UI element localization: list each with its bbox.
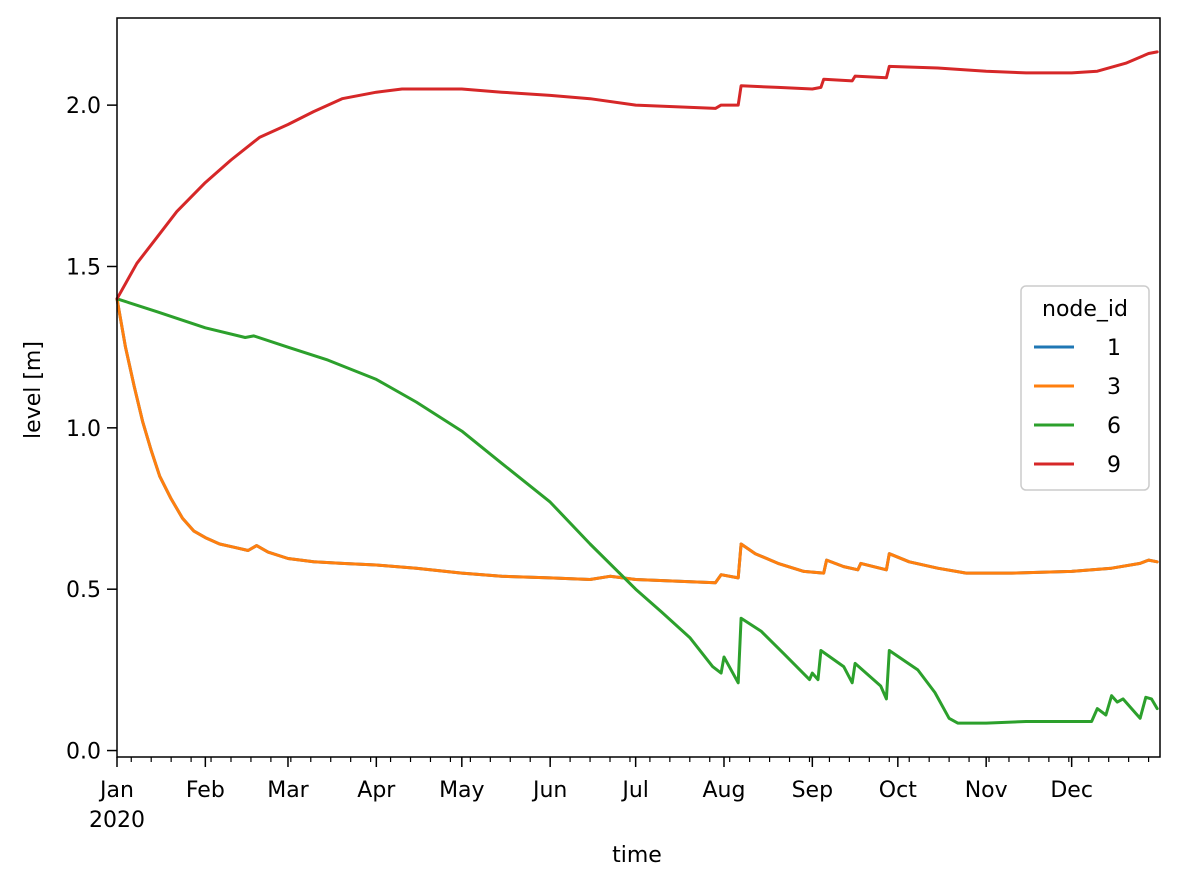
x-tick-label: Jun: [531, 778, 567, 803]
x-tick-label: Sep: [792, 778, 833, 803]
y-tick-label: 0.5: [66, 578, 101, 603]
legend: node_id 1 3 6 9: [1020, 285, 1150, 491]
x-tick-label: Nov: [965, 778, 1008, 803]
x-tick-label: May: [439, 778, 484, 803]
legend-label-1: 1: [1107, 336, 1121, 361]
series-line-9: [115, 50, 1159, 301]
legend-label-9: 9: [1107, 453, 1121, 478]
legend-box: [1020, 285, 1150, 491]
x-axis: Jan 2020 Feb Mar Apr May Jun Jul Aug Sep Oct Nov Dec: [89, 757, 1150, 833]
y-axis: 0.0 0.5 1.0 1.5 2.0: [66, 94, 117, 765]
x-tick-label: Jan: [98, 778, 134, 803]
y-tick-label: 1.0: [66, 417, 101, 442]
legend-title: node_id: [1042, 297, 1128, 322]
y-axis-label: level [m]: [21, 341, 46, 439]
x-tick-label: Oct: [879, 778, 917, 803]
x-tick-label: Jul: [620, 778, 649, 803]
x-tick-label: Aug: [703, 778, 746, 803]
plot-frame: [116, 17, 1161, 758]
series-line-6: [115, 297, 1159, 725]
plot-lines: [115, 50, 1159, 725]
x-tick-label: Apr: [357, 778, 396, 803]
x-tick-label: Feb: [186, 778, 225, 803]
y-tick-label: 1.5: [66, 255, 101, 280]
x-tick-label: Mar: [267, 778, 309, 803]
legend-label-6: 6: [1107, 414, 1121, 439]
x-tick-sublabel: 2020: [89, 808, 145, 833]
y-tick-label: 2.0: [66, 94, 101, 119]
x-tick-label: Dec: [1050, 778, 1093, 803]
legend-label-3: 3: [1107, 375, 1121, 400]
x-axis-label: time: [612, 843, 662, 868]
y-tick-label: 0.0: [66, 740, 101, 765]
